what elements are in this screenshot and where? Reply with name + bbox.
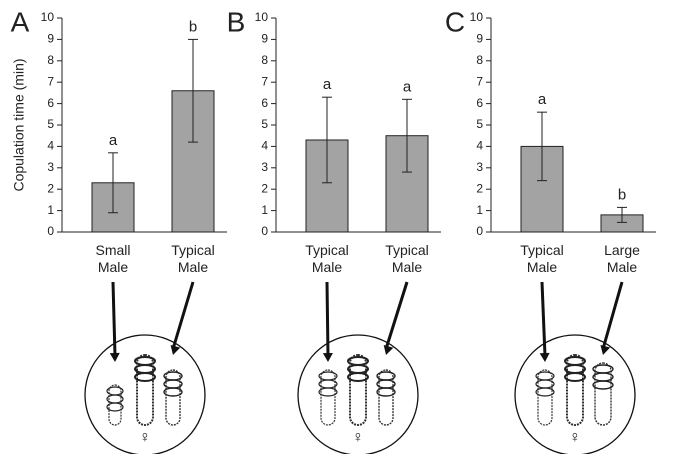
significance-letter: b (618, 186, 626, 203)
beetle-segment (593, 373, 613, 381)
y-tick-label: 0 (47, 224, 54, 238)
y-tick-label: 2 (261, 181, 268, 195)
beetle-segment (164, 380, 182, 388)
beetle-segment (536, 372, 554, 380)
beetle (321, 370, 335, 425)
y-tick-label: 3 (47, 160, 54, 174)
arrow (113, 282, 115, 356)
y-tick-label: 7 (261, 74, 268, 88)
x-tick-label: Small Male (83, 242, 143, 276)
y-tick-label: 3 (476, 160, 483, 174)
beetle (538, 370, 552, 425)
panel-label: B (227, 6, 246, 37)
arrow-head (600, 345, 610, 355)
beetle-segment (348, 373, 368, 381)
y-tick-label: 3 (261, 160, 268, 174)
significance-letter: b (189, 18, 197, 35)
arrow-head (323, 353, 333, 362)
beetle-segment (135, 373, 155, 381)
chart: ACopulation time (min)012345678910ab♀B01… (0, 0, 674, 454)
y-tick-label: 9 (476, 32, 483, 46)
beetle-segment (319, 380, 337, 388)
arrow-head (384, 345, 394, 355)
y-tick-label: 9 (47, 32, 54, 46)
female-symbol: ♀ (569, 429, 581, 446)
arrow-head (540, 353, 550, 362)
y-tick-label: 4 (476, 139, 483, 153)
y-tick-label: 6 (47, 96, 54, 110)
panel-label: A (11, 6, 30, 37)
beetle (166, 370, 180, 425)
y-tick-label: 1 (261, 203, 268, 217)
y-tick-label: 10 (255, 10, 269, 24)
beetle (109, 385, 121, 425)
y-tick-label: 5 (47, 117, 54, 131)
y-tick-label: 4 (47, 139, 54, 153)
y-tick-label: 5 (261, 117, 268, 131)
panel-label: C (445, 6, 465, 37)
y-tick-label: 7 (476, 74, 483, 88)
y-tick-label: 2 (476, 181, 483, 195)
x-tick-label: Large Male (592, 242, 652, 276)
significance-letter: a (538, 91, 547, 108)
y-tick-label: 10 (41, 10, 55, 24)
arrow (173, 282, 193, 349)
y-tick-label: 8 (476, 53, 483, 67)
y-tick-label: 7 (47, 74, 54, 88)
x-tick-label: Typical Male (163, 242, 223, 276)
beetle-segment (319, 372, 337, 380)
arrow (386, 282, 407, 349)
arrow-head (110, 353, 120, 362)
beetle-segment (536, 388, 554, 396)
y-tick-label: 1 (476, 203, 483, 217)
y-tick-label: 0 (476, 224, 483, 238)
beetle-segment (536, 380, 554, 388)
y-tick-label: 8 (47, 53, 54, 67)
female-symbol: ♀ (139, 429, 151, 446)
y-tick-label: 8 (261, 53, 268, 67)
y-axis-label: Copulation time (min) (11, 58, 27, 191)
beetle-segment (593, 365, 613, 373)
figure: ACopulation time (min)012345678910ab♀B01… (0, 0, 674, 454)
arrow (327, 282, 328, 356)
y-tick-label: 6 (476, 96, 483, 110)
arrow (603, 282, 622, 349)
y-tick-label: 10 (470, 10, 484, 24)
arrow-head (171, 345, 181, 355)
beetle-segment (593, 381, 613, 389)
beetle-segment (377, 380, 395, 388)
y-tick-label: 1 (47, 203, 54, 217)
significance-letter: a (109, 132, 118, 149)
female-symbol: ♀ (352, 429, 364, 446)
x-tick-label: Typical Male (297, 242, 357, 276)
y-tick-label: 0 (261, 224, 268, 238)
y-tick-label: 4 (261, 139, 268, 153)
y-tick-label: 6 (261, 96, 268, 110)
significance-letter: a (403, 78, 412, 95)
significance-letter: a (323, 76, 332, 93)
y-tick-label: 2 (47, 181, 54, 195)
beetle-segment (319, 388, 337, 396)
y-tick-label: 9 (261, 32, 268, 46)
x-tick-label: Typical Male (512, 242, 572, 276)
x-tick-label: Typical Male (377, 242, 437, 276)
beetle-segment (565, 373, 585, 381)
y-tick-label: 5 (476, 117, 483, 131)
beetle (379, 370, 393, 425)
